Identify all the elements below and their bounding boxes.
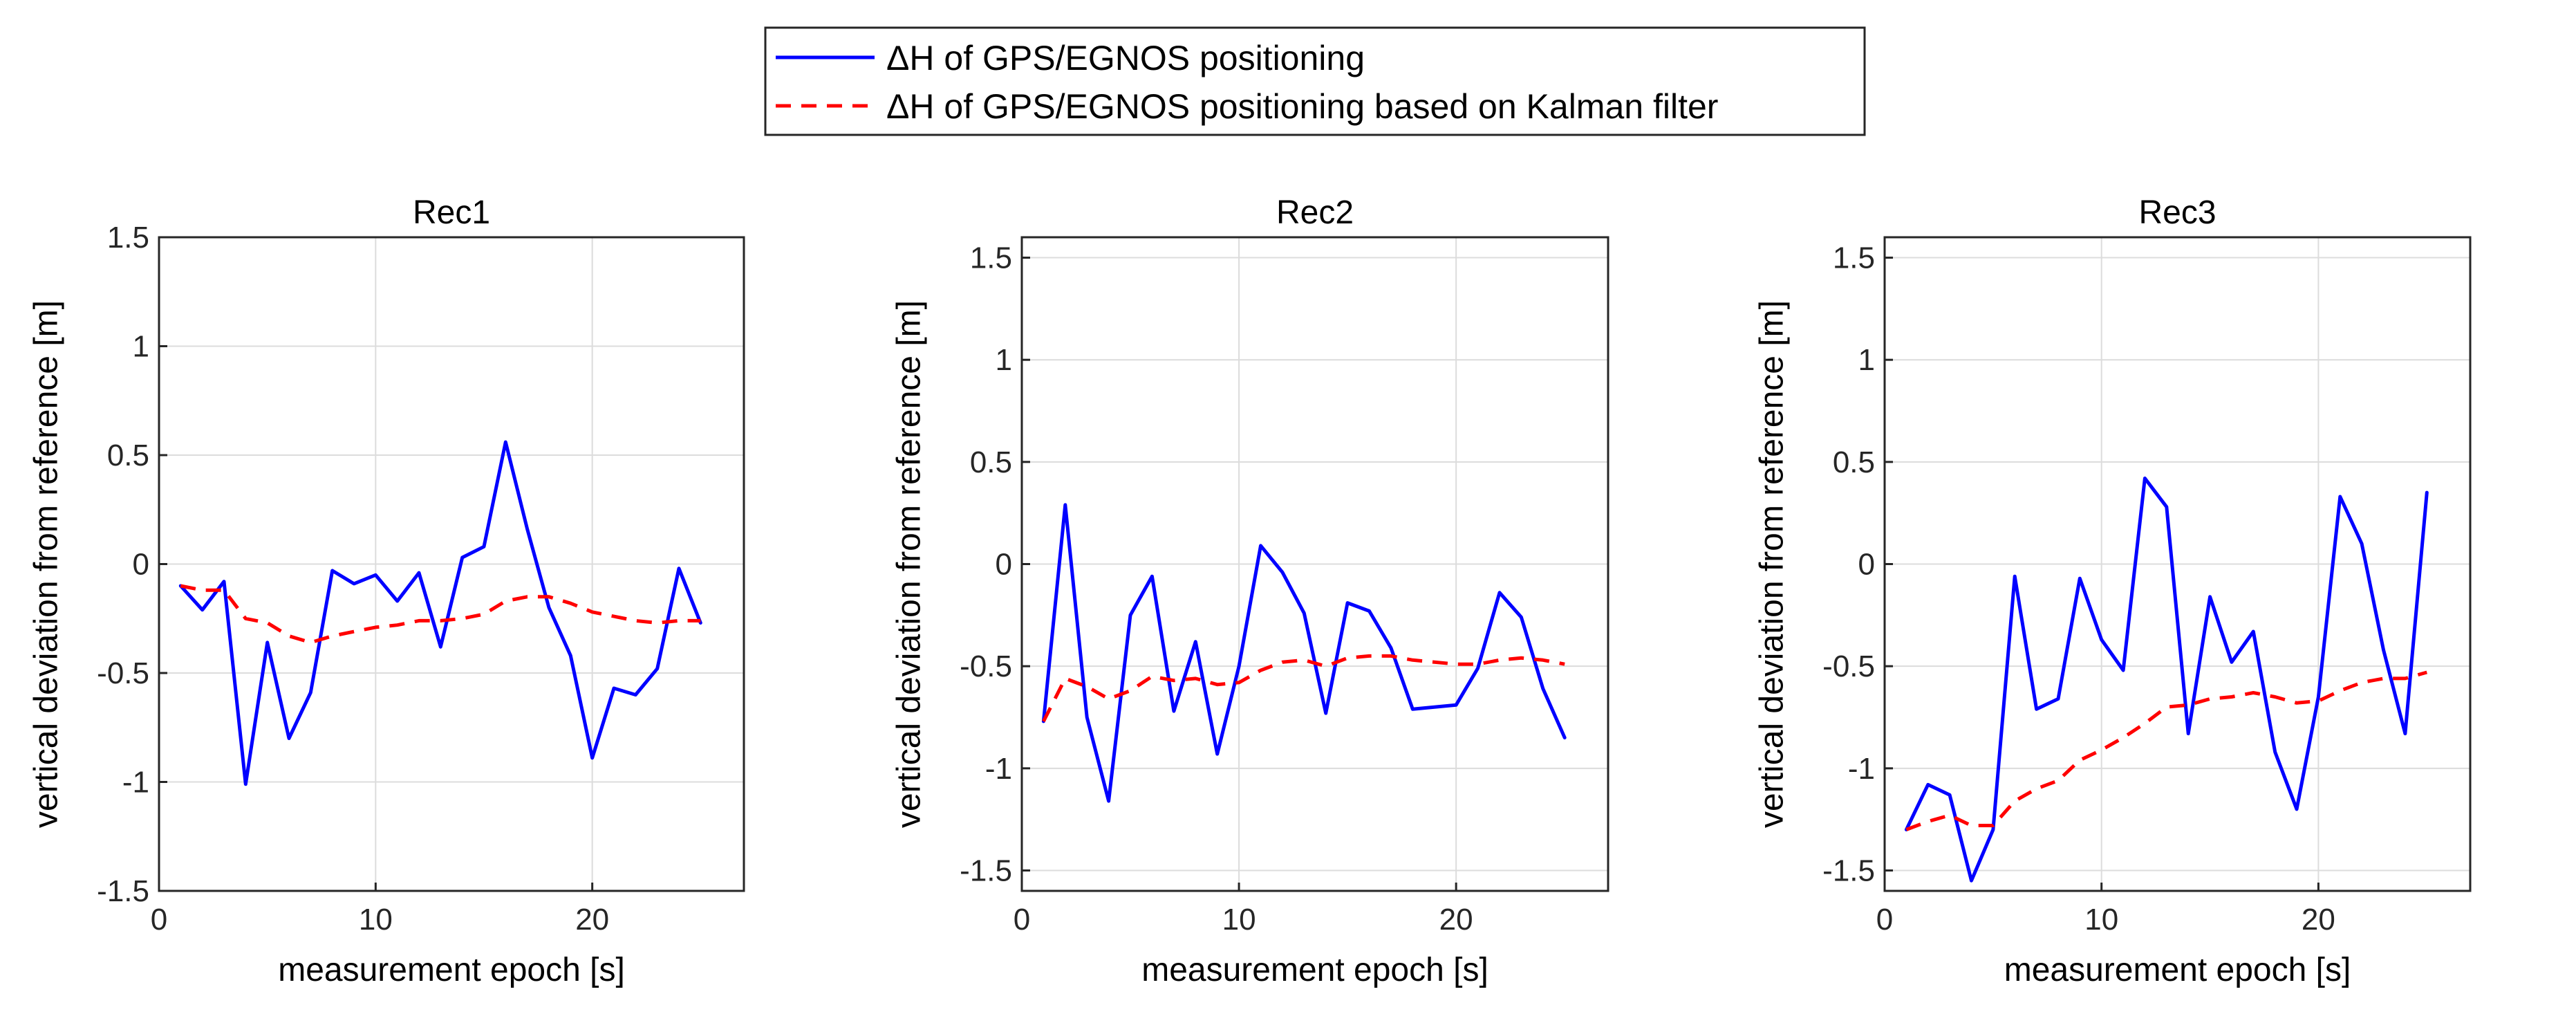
y-tick-label: 0.5 (107, 439, 149, 472)
series-line-gps-egnos (178, 440, 702, 786)
x-tick-label: 10 (1222, 903, 1256, 937)
series-line-gps-egnos (1904, 477, 2429, 883)
series-line-kalman (180, 584, 701, 645)
x-tick-label: 0 (1014, 903, 1030, 937)
y-tick-label: -1.5 (97, 874, 149, 908)
y-tick-label: 0 (133, 548, 149, 582)
y-tick-label: 0.5 (970, 445, 1012, 479)
y-tick-label: -1 (122, 766, 149, 800)
y-tick-label: -1 (1848, 752, 1875, 786)
y-tick-label: -0.5 (960, 649, 1012, 683)
series-line-kalman (1905, 670, 2427, 831)
y-tick-label: 1.5 (107, 221, 149, 255)
chart-title: Rec3 (2138, 194, 2216, 231)
y-tick-label: 0.5 (1833, 445, 1875, 479)
x-tick-label: 0 (151, 903, 167, 937)
chart-title: Rec1 (413, 194, 490, 231)
chart-panel-rec2: 0 10 20 -1.5 -1 -0.5 0 0.5 1 1.5 Rec2 measurement e… (891, 194, 1609, 988)
y-tick-label: -0.5 (1822, 649, 1875, 683)
y-axis-label: vertical deviation from reference [m] (1754, 300, 1791, 828)
x-axis-label: measurement epoch [s] (2004, 952, 2351, 988)
y-tick-label: 1 (996, 343, 1012, 377)
legend-label-dashed: ΔH of GPS/EGNOS positioning based on Kal… (886, 87, 1718, 126)
series-line-gps-egnos (1041, 503, 1567, 803)
x-tick-label: 20 (1439, 903, 1473, 937)
y-tick-label: 1 (133, 330, 149, 364)
y-tick-label: -1.5 (1822, 854, 1875, 887)
x-tick-label: 0 (1876, 903, 1893, 937)
chart-title: Rec2 (1276, 194, 1354, 231)
y-tick-label: -1.5 (960, 854, 1012, 887)
chart-panel-rec3: 0 10 20 -1.5 -1 -0.5 0 0.5 1 1.5 Rec3 measurement e… (1754, 194, 2472, 988)
y-axis-label: vertical deviation from reference [m] (28, 300, 65, 828)
x-axis-label: measurement epoch [s] (1141, 952, 1488, 988)
y-tick-label: -0.5 (97, 656, 149, 690)
y-tick-label: 1.5 (970, 241, 1012, 275)
x-tick-label: 10 (359, 903, 393, 937)
y-tick-label: 1.5 (1833, 241, 1875, 275)
y-tick-label: 0 (996, 548, 1012, 582)
y-tick-label: -1 (985, 752, 1012, 786)
x-tick-label: 20 (575, 903, 609, 937)
x-tick-label: 20 (2302, 903, 2335, 937)
y-axis-label: vertical deviation from reference [m] (891, 300, 928, 828)
y-tick-label: 0 (1858, 548, 1875, 582)
legend-box (764, 26, 1866, 136)
y-tick-label: 1 (1858, 343, 1875, 377)
legend: ΔH of GPS/EGNOS positioning ΔH of GPS/EG… (764, 26, 1866, 136)
chart-panel-rec1: 0 10 20 -1.5 -1 -0.5 0 0.5 1 1.5 Rec1 measurement e… (28, 194, 745, 988)
x-axis-label: measurement epoch [s] (278, 952, 625, 988)
x-tick-label: 10 (2084, 903, 2118, 937)
legend-label-solid: ΔH of GPS/EGNOS positioning (886, 39, 1365, 77)
